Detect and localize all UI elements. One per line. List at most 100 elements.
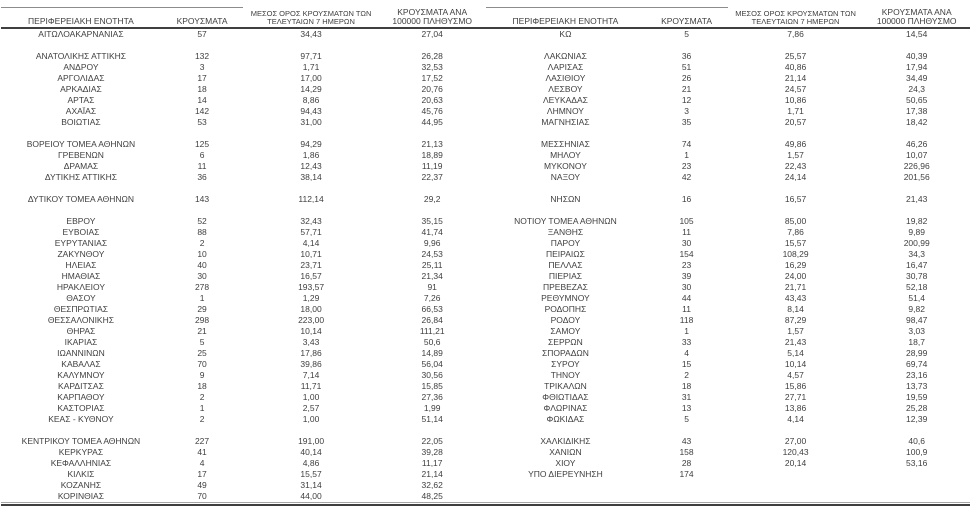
- table-row: ΓΡΕΒΕΝΩΝ 6 1,86 18,89: [1, 150, 486, 161]
- region-cell: ΖΑΚΥΝΘΟΥ: [57, 249, 105, 260]
- region-cell: ΗΛΕΙΑΣ: [65, 260, 97, 271]
- region-cell: ΡΟΔΟΠΗΣ: [544, 304, 587, 315]
- per100k-cell: 16,47: [906, 260, 928, 271]
- avg7-cell: 27,00: [784, 436, 807, 447]
- column-header: ΚΡΟΥΣΜΑΤΑ ΑΝΑ 100000 ΠΛΗΘΥΣΜΟ: [378, 7, 486, 29]
- cases-cell: 13: [681, 403, 692, 414]
- region-cell: ΛΕΥΚΑΔΑΣ: [542, 95, 588, 106]
- region-cell: ΤΗΝΟΥ: [550, 370, 581, 381]
- region-cell: ΚΕΦΑΛΛΗΝΙΑΣ: [50, 458, 112, 469]
- avg7-cell: 4,86: [302, 458, 320, 469]
- cases-cell: 227: [194, 436, 210, 447]
- cases-cell: 143: [194, 194, 210, 205]
- per100k-cell: 56,04: [421, 359, 443, 370]
- cases-cell: 23: [681, 260, 692, 271]
- cases-cell: 2: [684, 370, 689, 381]
- region-cell: ΚΑΛΥΜΝΟΥ: [57, 370, 105, 381]
- per100k-cell: 39,28: [421, 447, 443, 458]
- table-row: ΘΑΣΟΥ 1 1,29 7,26: [1, 293, 486, 304]
- cases-cell: 41: [197, 447, 207, 458]
- table-row: ΣΠΟΡΑΔΩΝ 4 5,14 28,99: [486, 348, 971, 359]
- table-row: ΝΗΣΩΝ 16 16,57 21,43: [486, 194, 971, 205]
- region-cell: ΚΕΡΚΥΡΑΣ: [58, 447, 104, 458]
- table-row: ΔΥΤΙΚΗΣ ΑΤΤΙΚΗΣ 36 38,14 22,37: [1, 172, 486, 183]
- table-row: ΚΙΛΚΙΣ 17 15,57 21,14: [1, 469, 486, 480]
- cases-cell: 57: [160, 27, 244, 41]
- cases-cell: 118: [679, 315, 694, 326]
- table-row: ΧΑΛΚΙΔΙΚΗΣ 43 27,00 40,6: [486, 436, 971, 447]
- cases-cell: 105: [679, 216, 694, 227]
- table-row: ΠΕΙΡΑΙΩΣ 154 108,29 34,3: [486, 249, 971, 260]
- avg7-cell: 15,57: [300, 469, 322, 480]
- empty-cell: [1, 205, 161, 216]
- avg7-cell: 40,86: [784, 62, 807, 73]
- region-cell: ΡΕΘΥΜΝΟΥ: [541, 293, 590, 304]
- empty-cell: [243, 40, 379, 51]
- table-row: ΠΙΕΡΙΑΣ 39 24,00 30,78: [486, 271, 971, 282]
- cases-cell: 33: [681, 337, 692, 348]
- region-cell: ΕΥΡΥΤΑΝΙΑΣ: [54, 238, 108, 249]
- avg7-cell: 18,00: [300, 304, 322, 315]
- avg7-cell: 191,00: [298, 436, 325, 447]
- table-row: ΒΟΡΕΙΟΥ ΤΟΜΕΑ ΑΘΗΝΩΝ 125 94,29 21,13: [1, 139, 486, 150]
- region-cell: ΛΑΣΙΘΙΟΥ: [545, 73, 586, 84]
- avg7-cell: 21,71: [784, 282, 807, 293]
- empty-cell: [1, 183, 161, 194]
- per100k-cell: 34,3: [908, 249, 925, 260]
- table-row: ΚΑΡΠΑΘΟΥ 2 1,00 27,36: [1, 392, 486, 403]
- table-row: ΚΕΝΤΡΙΚΟΥ ΤΟΜΕΑ ΑΘΗΝΩΝ 227 191,00 22,05: [1, 436, 486, 447]
- per100k-cell: 12,39: [906, 414, 928, 425]
- per100k-cell: 13,73: [906, 381, 928, 392]
- cases-cell: 5: [645, 27, 728, 41]
- empty-cell: [645, 425, 727, 436]
- table-row: ΣΑΜΟΥ 1 1,57 3,03: [486, 326, 971, 337]
- separator-row: [486, 491, 971, 502]
- region-cell: ΧΙΟΥ: [555, 458, 576, 469]
- per100k-cell: 25,28: [906, 403, 928, 414]
- avg7-cell: 40,14: [300, 447, 322, 458]
- per100k-cell: 30,78: [906, 271, 928, 282]
- per100k-cell: 44,95: [421, 117, 443, 128]
- table-row: ΘΕΣΣΑΛΟΝΙΚΗΣ 298 223,00 26,84: [1, 315, 486, 326]
- per100k-cell: 35,15: [421, 216, 443, 227]
- per100k-cell: 27,04: [378, 27, 486, 41]
- cases-cell: 21: [681, 84, 692, 95]
- per100k-cell: 100,9: [906, 447, 928, 458]
- avg7-cell: 1,71: [302, 62, 320, 73]
- table-row: ΜΕΣΣΗΝΙΑΣ 74 49,86 46,26: [486, 139, 971, 150]
- avg7-cell: 193,57: [298, 282, 325, 293]
- separator-row: [486, 425, 971, 436]
- region-cell: ΦΩΚΙΔΑΣ: [546, 414, 585, 425]
- region-cell: ΞΑΝΘΗΣ: [547, 227, 584, 238]
- avg7-cell: 112,14: [298, 194, 324, 205]
- cases-cell: 3: [684, 106, 689, 117]
- cases-cell: 2: [199, 392, 205, 403]
- cases-cell: 23: [681, 161, 692, 172]
- table-row: ΣΕΡΡΩΝ 33 21,43 18,7: [486, 337, 971, 348]
- per100k-cell: 18,89: [421, 150, 443, 161]
- per100k-cell: 1,99: [423, 403, 441, 414]
- avg7-cell: [728, 469, 864, 480]
- cases-cell: 17: [197, 469, 207, 480]
- cases-cell: 14: [197, 95, 207, 106]
- cases-cell: 154: [679, 249, 694, 260]
- per100k-cell: 29,2: [423, 194, 441, 205]
- empty-cell: [161, 128, 243, 139]
- per100k-cell: 51,14: [421, 414, 443, 425]
- empty-cell: [728, 183, 864, 194]
- region-cell: ΠΑΡΟΥ: [550, 238, 581, 249]
- table-row: ΛΑΚΩΝΙΑΣ 36 25,57 40,39: [486, 51, 971, 62]
- region-cell: ΑΡΓΟΛΙΔΑΣ: [57, 73, 105, 84]
- avg7-cell: 21,43: [784, 337, 807, 348]
- cases-cell: 18: [681, 381, 692, 392]
- avg7-cell: 24,14: [784, 172, 807, 183]
- region-cell: ΚΑΡΠΑΘΟΥ: [57, 392, 105, 403]
- avg7-cell: 21,14: [784, 73, 807, 84]
- avg7-cell: 10,71: [300, 249, 322, 260]
- column-header: ΚΡΟΥΣΜΑΤΑ: [645, 7, 728, 29]
- table-row: ΛΗΜΝΟΥ 3 1,71 17,38: [486, 106, 971, 117]
- cases-cell: 53: [197, 117, 207, 128]
- avg7-cell: 22,43: [784, 161, 807, 172]
- table-row: ΠΕΛΛΑΣ 23 16,29 16,47: [486, 260, 971, 271]
- avg7-cell: 49,86: [784, 139, 807, 150]
